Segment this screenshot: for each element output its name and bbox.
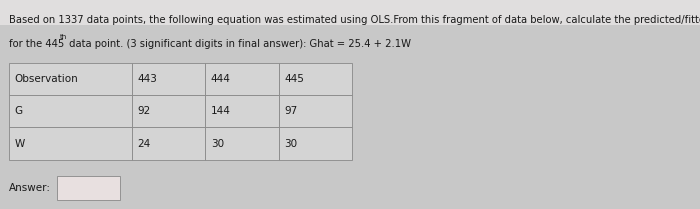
Text: Answer:: Answer: [9,183,51,193]
Text: data point. (3 significant digits in final answer): Ghat = 25.4 + 2.1W: data point. (3 significant digits in fin… [66,39,412,49]
Text: 144: 144 [211,106,230,116]
Text: 97: 97 [284,106,298,116]
Bar [132,63,205,95]
Text: Observation: Observation [15,74,78,84]
Text: 444: 444 [211,74,230,84]
Text: Based on 1337 data points, the following equation was estimated using OLS.From t: Based on 1337 data points, the following… [9,15,700,25]
Bar [9,95,132,127]
Bar [9,63,132,95]
Text: 443: 443 [137,74,157,84]
Bar [279,95,352,127]
Bar [279,127,352,160]
Text: 30: 30 [211,139,224,149]
Text: for the 445: for the 445 [9,39,64,49]
Bar [9,127,132,160]
Text: 30: 30 [284,139,298,149]
Text: W: W [15,139,25,149]
Bar [0,0,700,25]
Text: th: th [60,34,67,41]
Bar [205,95,279,127]
Bar [57,176,120,200]
Bar [132,127,205,160]
Text: G: G [15,106,23,116]
Bar [132,95,205,127]
Text: 445: 445 [284,74,304,84]
Text: 92: 92 [137,106,150,116]
Bar [279,63,352,95]
Bar [205,127,279,160]
Text: 24: 24 [137,139,150,149]
Bar [205,63,279,95]
